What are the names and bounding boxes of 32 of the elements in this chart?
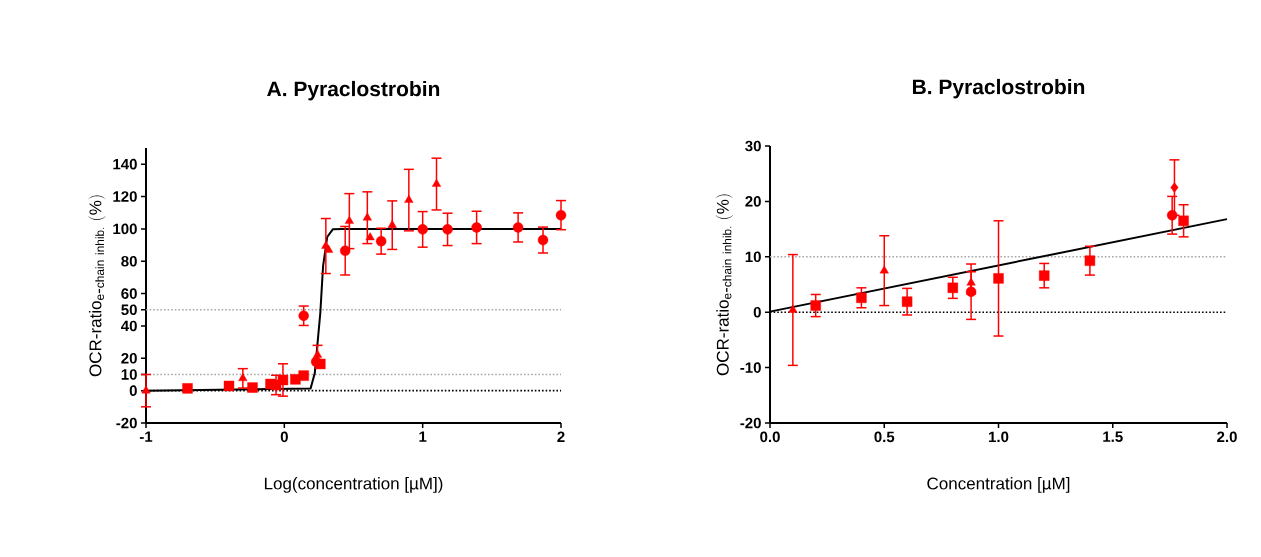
x-tick-label: 2.0 bbox=[1217, 431, 1237, 443]
y-tick-label: 100 bbox=[113, 223, 137, 235]
y-tick-label: 40 bbox=[121, 320, 137, 332]
y-axis-title: $\mathrm{OCR\mbox{-}ratio}_{\mathrm{e\mbox{-}chain\ inhib.}}\ \mathrm{(\%)}$ bbox=[715, 194, 733, 376]
x-tick-label: 1 bbox=[419, 431, 427, 442]
x-axis-title: Concentration [µM] bbox=[927, 477, 1070, 493]
y-tick-label: 60 bbox=[121, 288, 137, 299]
y-tick-label: -10 bbox=[740, 362, 761, 373]
x-tick-label: 2 bbox=[557, 431, 565, 443]
y-tick-label: 30 bbox=[745, 140, 761, 152]
x-axis-title: Log(concentration [µM]) bbox=[264, 477, 443, 493]
y-tick-label: 20 bbox=[745, 196, 761, 207]
y-tick-label: 50 bbox=[121, 304, 137, 316]
x-tick-label: 0 bbox=[280, 431, 288, 443]
y-tick-label: 0 bbox=[753, 306, 761, 318]
y-tick-label: 20 bbox=[121, 352, 137, 364]
y-tick-label: 80 bbox=[121, 255, 137, 267]
y-tick-label: 140 bbox=[113, 158, 137, 170]
y-axis-title: $\mathrm{OCR\mbox{-}ratio}_{\mathrm{e\mbox{-}chain\ inhib.}}\ \mathrm{(\%)}$ bbox=[88, 195, 106, 377]
y-tick-label: 10 bbox=[121, 369, 137, 380]
y-tick-label: 0 bbox=[129, 385, 137, 396]
y-tick-label: 120 bbox=[113, 191, 137, 202]
x-tick-label: 1.5 bbox=[1103, 431, 1123, 442]
x-tick-label: 0.0 bbox=[760, 431, 780, 443]
x-tick-label: 1.0 bbox=[989, 431, 1009, 443]
chart-title: B. Pyraclostrobin bbox=[912, 78, 1085, 99]
y-tick-label: -20 bbox=[740, 417, 761, 429]
y-tick-label: -20 bbox=[116, 417, 137, 429]
x-tick-label: 0.5 bbox=[874, 431, 895, 443]
y-tick-label: 10 bbox=[745, 251, 761, 263]
x-tick-label: -1 bbox=[139, 431, 153, 442]
chart-title: A. Pyraclostrobin bbox=[267, 80, 440, 101]
